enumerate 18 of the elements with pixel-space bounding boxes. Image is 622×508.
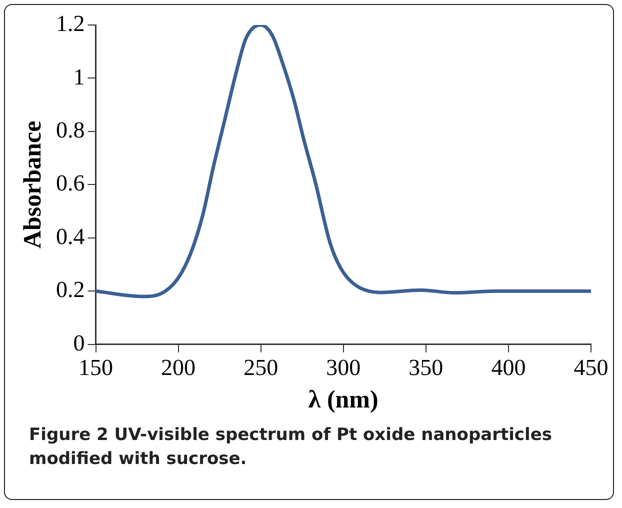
x-axis-title: λ (nm) bbox=[308, 386, 378, 414]
x-tick-label: 150 bbox=[78, 355, 113, 380]
x-tick-label: 200 bbox=[161, 355, 196, 380]
x-tick-label: 350 bbox=[408, 355, 444, 380]
x-tick-label: 250 bbox=[244, 355, 278, 380]
line-series bbox=[96, 25, 591, 298]
x-tick-label: 400 bbox=[491, 355, 526, 380]
x-tick-label: 300 bbox=[326, 355, 361, 380]
y-axis-title: Absorbance bbox=[19, 120, 46, 249]
y-tick-label: 0.6 bbox=[56, 170, 85, 196]
y-tick-label: 1 bbox=[73, 64, 85, 90]
y-tick-label: 1.2 bbox=[56, 11, 85, 36]
y-tick-label: 0.4 bbox=[56, 224, 86, 249]
y-tick-label: 0 bbox=[73, 330, 85, 356]
y-tick-label: 0.8 bbox=[56, 118, 85, 143]
y-tick-label: 0.2 bbox=[56, 277, 85, 302]
x-tick-label: 450 bbox=[574, 355, 608, 380]
caption: Figure 2 UV-visible spectrum of Pt oxide nanoparticles modified with sucrose. bbox=[29, 424, 553, 471]
